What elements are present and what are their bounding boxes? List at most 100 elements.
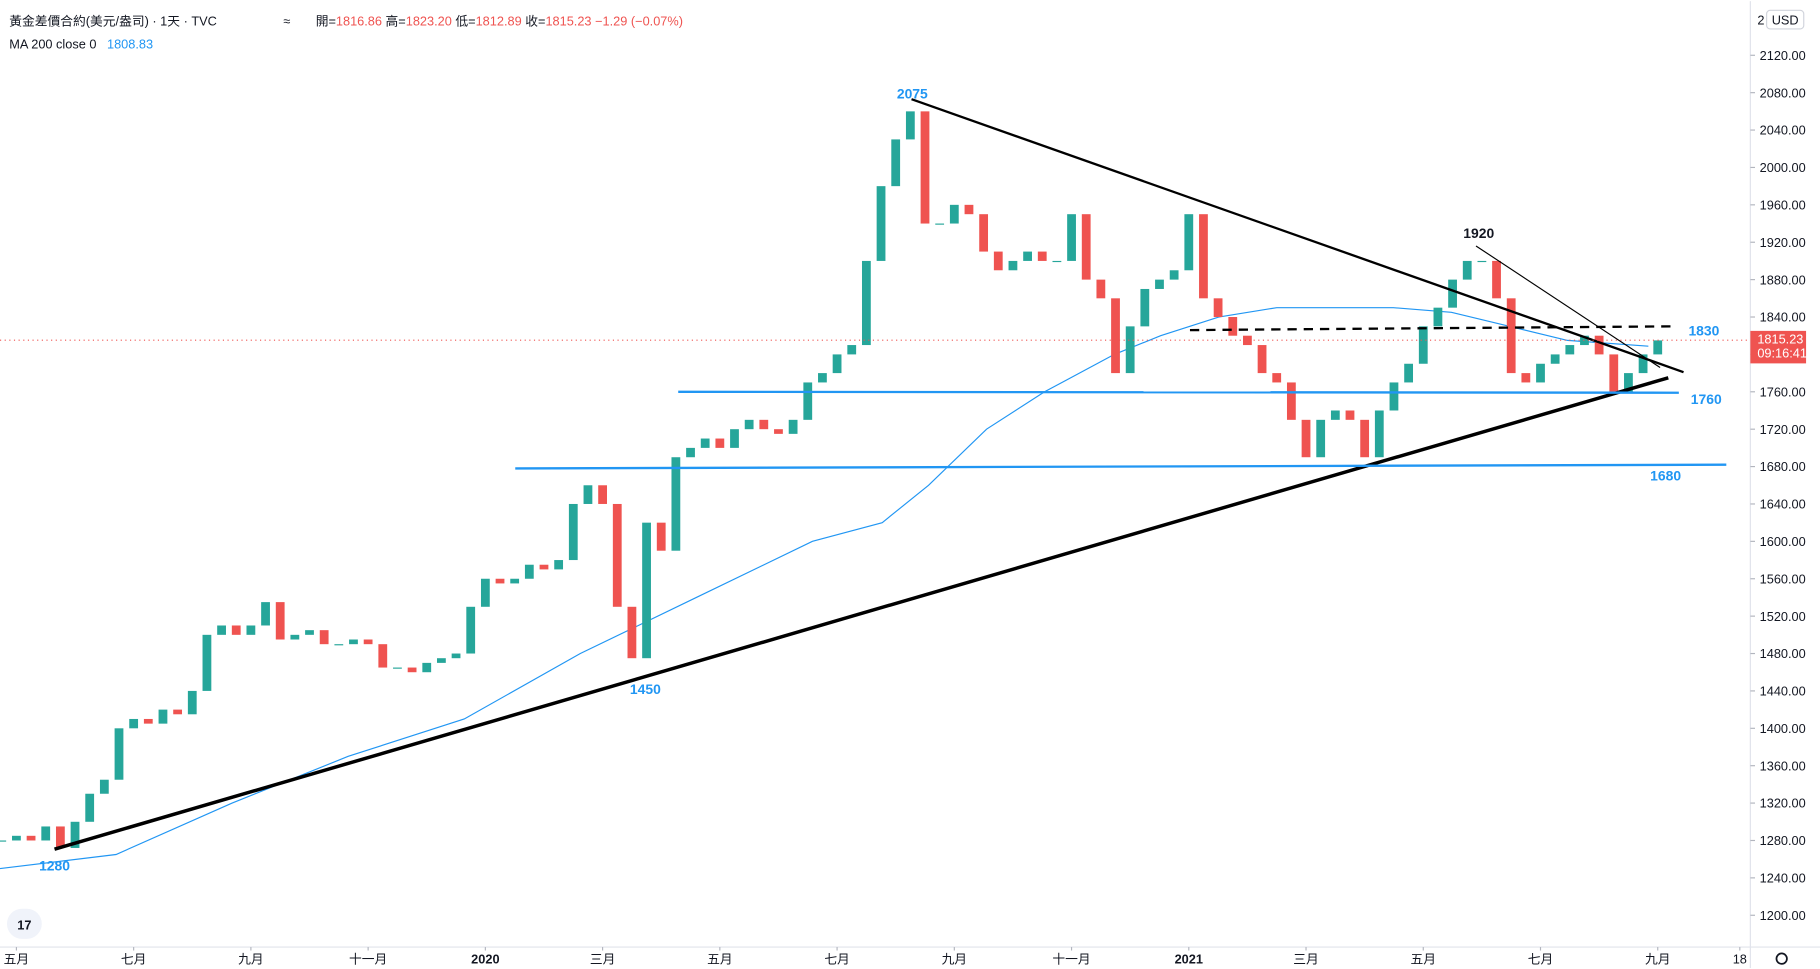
candle <box>26 835 36 841</box>
candle <box>1594 335 1604 355</box>
candle <box>1008 260 1018 271</box>
trend-line <box>678 390 1679 394</box>
ohlc-line: 開=1816.86 高=1823.20 低=1812.89 收=1815.23 … <box>316 13 683 28</box>
x-tick-label: 十一月 <box>349 951 387 966</box>
candle <box>671 457 681 551</box>
countdown: 09:16:41 <box>1757 346 1807 361</box>
candle <box>1624 373 1633 392</box>
candle <box>1067 214 1076 261</box>
trend-line <box>1189 325 1672 332</box>
y-tick-label: 2000.00 <box>1760 160 1806 175</box>
y-tick-label: 1920.00 <box>1760 235 1806 250</box>
y-tick-label: 1560.00 <box>1760 571 1806 586</box>
candle <box>1125 326 1135 374</box>
y-tick-label: 1200.00 <box>1760 908 1806 923</box>
last-price-tag <box>1750 330 1807 364</box>
x-tick-label: 七月 <box>121 951 147 966</box>
ohlc-label: 低= <box>455 13 475 28</box>
ohlc-value: 1812.89 <box>476 13 522 28</box>
candle <box>55 826 65 848</box>
plot-area <box>0 98 1751 870</box>
ohlc-label: 收= <box>525 13 545 28</box>
candle <box>12 835 21 841</box>
y-tick-label: 1480.00 <box>1760 646 1806 661</box>
candle <box>1638 354 1648 374</box>
ohlc-label: 高= <box>386 13 406 28</box>
candle <box>510 578 520 584</box>
candle <box>246 625 256 635</box>
candle <box>788 419 798 434</box>
x-tick-label: 七月 <box>1528 951 1554 966</box>
candle <box>861 260 871 346</box>
x-tick-label: 十一月 <box>1052 951 1090 966</box>
ma-value: 1808.83 <box>107 37 153 52</box>
candle <box>524 564 534 579</box>
candle <box>686 447 695 458</box>
candle <box>759 419 769 430</box>
y-tick-label: 1280.00 <box>1760 833 1806 848</box>
ohlc-value: 1823.20 <box>406 13 452 28</box>
candle <box>979 214 989 252</box>
last-price-label: 1815.23 <box>1757 332 1803 347</box>
sep: · <box>152 13 156 28</box>
candle <box>1580 335 1589 346</box>
candle <box>70 821 80 848</box>
annotation: 1680 <box>1650 467 1681 483</box>
candle <box>1155 279 1164 289</box>
trend-line <box>911 98 1684 374</box>
source: TVC <box>191 13 217 28</box>
y-tick-label: 1320.00 <box>1760 796 1806 811</box>
settings-icon[interactable] <box>1775 952 1788 965</box>
candle <box>730 429 739 448</box>
x-tick-label: 2020 <box>471 951 499 966</box>
candle <box>744 419 754 430</box>
candle <box>1213 298 1223 318</box>
currency[interactable]: USD <box>1772 12 1799 27</box>
candle <box>1228 317 1238 336</box>
tv-logo[interactable]: 17 <box>6 908 42 939</box>
candle <box>422 662 432 673</box>
candle <box>1330 410 1340 420</box>
candle <box>583 485 593 504</box>
axis-top-label: 2 <box>1757 12 1764 27</box>
annotation: 1760 <box>1691 391 1722 407</box>
candle <box>1096 279 1106 299</box>
compare-icon[interactable]: ≈ <box>283 13 290 28</box>
y-tick-label: 1880.00 <box>1760 272 1806 287</box>
candle <box>993 251 1003 271</box>
candle <box>935 223 945 225</box>
candle <box>774 429 783 434</box>
candle <box>627 606 637 659</box>
candle <box>349 639 358 645</box>
ohlc-value: 1815.23 <box>545 13 591 28</box>
x-tick-label: 2021 <box>1175 951 1203 966</box>
candle <box>99 779 109 794</box>
candle <box>1272 373 1282 383</box>
ma-line <box>0 307 1649 870</box>
candle <box>1448 279 1457 308</box>
candle <box>876 186 886 261</box>
candle <box>41 826 51 841</box>
candle <box>642 522 651 659</box>
candle <box>891 139 901 187</box>
candle <box>1081 214 1091 280</box>
candle <box>1140 288 1150 327</box>
candle <box>1023 251 1032 261</box>
candle <box>407 667 417 673</box>
trend-line <box>54 376 1669 851</box>
candle <box>0 840 7 842</box>
x-tick-label: 九月 <box>238 951 264 966</box>
candle <box>231 625 241 635</box>
y-tick-label: 1640.00 <box>1760 497 1806 512</box>
currency-button[interactable] <box>1766 9 1805 30</box>
candle <box>1243 335 1252 346</box>
x-tick-label: 九月 <box>942 951 968 966</box>
candle <box>143 718 153 724</box>
candle <box>949 204 959 224</box>
x-tick-label: 七月 <box>824 951 850 966</box>
trend-line <box>1475 245 1661 368</box>
candle <box>1037 251 1047 261</box>
trend-line <box>515 463 1727 470</box>
candle <box>495 578 505 584</box>
